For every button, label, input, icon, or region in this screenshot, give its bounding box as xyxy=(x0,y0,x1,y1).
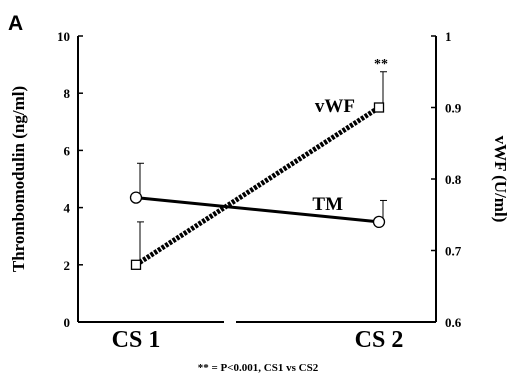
y-right-tick-label: 0.8 xyxy=(445,172,462,187)
significance-annotation: ** xyxy=(374,57,388,72)
x-tick-label-cs2: CS 2 xyxy=(355,327,404,353)
y-left-tick-label: 10 xyxy=(57,29,70,44)
marker-group xyxy=(129,102,386,270)
y-right-tick-label: 1 xyxy=(445,29,452,44)
panel-label: A xyxy=(8,12,23,35)
error-bar-group xyxy=(137,71,387,265)
axes xyxy=(77,36,437,323)
y-left-tick-label: 6 xyxy=(64,143,71,158)
legend-label-vwf: vWF xyxy=(315,96,355,117)
tick-group: 0 2 4 6 8 10 0.6 0.7 0.8 0.9 1 xyxy=(57,29,462,330)
series-line-vwf xyxy=(134,105,381,267)
y-left-axis-label: Thrombomodulin (ng/ml) xyxy=(9,86,28,272)
y-right-tick-label: 0.9 xyxy=(445,101,462,116)
y-left-tick-label: 4 xyxy=(64,201,71,216)
y-right-tick-label: 0.7 xyxy=(445,244,462,259)
y-right-axis-label: vWF (U/ml) xyxy=(491,136,510,223)
y-left-tick-label: 0 xyxy=(64,315,71,330)
y-left-tick-label: 8 xyxy=(64,86,71,101)
data-point-vwf xyxy=(373,102,385,113)
footnote: ** = P<0.001, CS1 vs CS2 xyxy=(198,362,319,374)
data-point-tm xyxy=(129,191,143,204)
y-left-tick-label: 2 xyxy=(64,258,71,273)
x-tick-label-cs1: CS 1 xyxy=(112,327,161,353)
y-right-tick-label: 0.6 xyxy=(445,315,462,330)
legend-label-tm: TM xyxy=(312,194,343,215)
data-point-vwf xyxy=(130,259,142,270)
series-line-tm xyxy=(135,196,380,224)
series-line-group xyxy=(134,105,381,267)
data-point-tm xyxy=(372,215,386,229)
